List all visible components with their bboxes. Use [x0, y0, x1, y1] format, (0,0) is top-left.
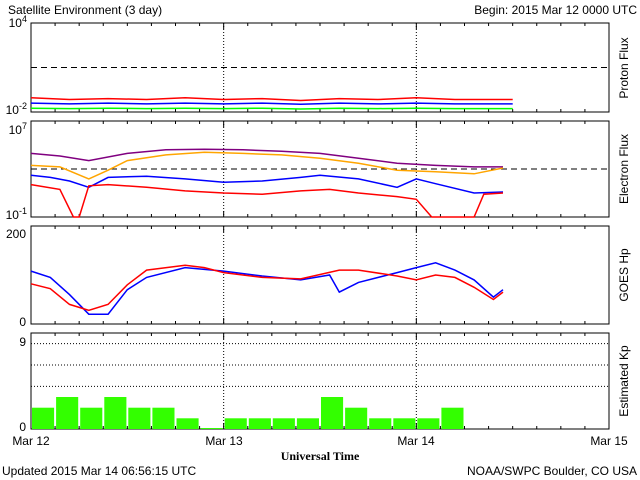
- proton-series-blue: [30, 102, 513, 106]
- kp-bar: [80, 407, 103, 429]
- electron-ylabel: Electron Flux: [617, 134, 631, 204]
- kp-bar: [176, 418, 199, 429]
- xtick-mar14: Mar 14: [397, 434, 435, 448]
- electron-series-blue: [30, 174, 504, 194]
- electron-series-orange: [30, 151, 504, 180]
- proton-ytick-bottom: 10-2: [6, 101, 27, 117]
- kp-bar: [417, 418, 440, 429]
- electron-series-red: [30, 183, 504, 218]
- kp-bar: [369, 418, 392, 429]
- kp-bar: [345, 407, 368, 429]
- kp-bar: [152, 407, 175, 429]
- chart-marks: [30, 23, 609, 429]
- proton-ytick-top: 104: [9, 14, 27, 30]
- x-axis-label: Universal Time: [281, 449, 360, 463]
- xtick-mar12: Mar 12: [12, 434, 50, 448]
- goes-hp-ylabel: GOES Hp: [617, 248, 631, 302]
- kp-ylabel: Estimated Kp: [617, 345, 631, 417]
- kp-bar: [200, 428, 223, 429]
- chart-title: Satellite Environment (3 day): [8, 3, 162, 17]
- kp-bar: [296, 418, 319, 429]
- kp-bar: [393, 418, 416, 429]
- kp-bar: [272, 418, 295, 429]
- xtick-mar13: Mar 13: [205, 434, 243, 448]
- kp-bar: [248, 418, 271, 429]
- updated-label: Updated 2015 Mar 14 06:56:15 UTC: [2, 464, 196, 478]
- kp-bar: [56, 397, 79, 429]
- goes_hp-series-red: [30, 264, 504, 312]
- kp-bar: [128, 407, 151, 429]
- goes-ytick-bottom: 0: [19, 315, 26, 329]
- kp-bar: [224, 418, 247, 429]
- source-label: NOAA/SWPC Boulder, CO USA: [467, 464, 637, 478]
- electron-ytick-bottom: 10-1: [6, 206, 27, 222]
- kp-bar: [441, 407, 464, 429]
- kp-ytick-top: 9: [19, 335, 26, 349]
- electron-series-purple: [30, 148, 503, 168]
- electron-ytick-top: 107: [9, 121, 27, 137]
- xtick-mar15: Mar 15: [590, 434, 628, 448]
- begin-label: Begin: 2015 Mar 12 0000 UTC: [474, 3, 637, 17]
- proton-series-green: [30, 107, 513, 110]
- proton-series-red: [30, 97, 513, 102]
- kp-bar: [32, 407, 55, 429]
- proton-ylabel: Proton Flux: [617, 37, 631, 98]
- goes_hp-series-blue: [30, 262, 504, 315]
- kp-bar: [104, 397, 127, 429]
- kp-bar: [321, 397, 344, 429]
- kp-ytick-bottom: 0: [19, 420, 26, 434]
- goes-ytick-top: 200: [6, 227, 26, 241]
